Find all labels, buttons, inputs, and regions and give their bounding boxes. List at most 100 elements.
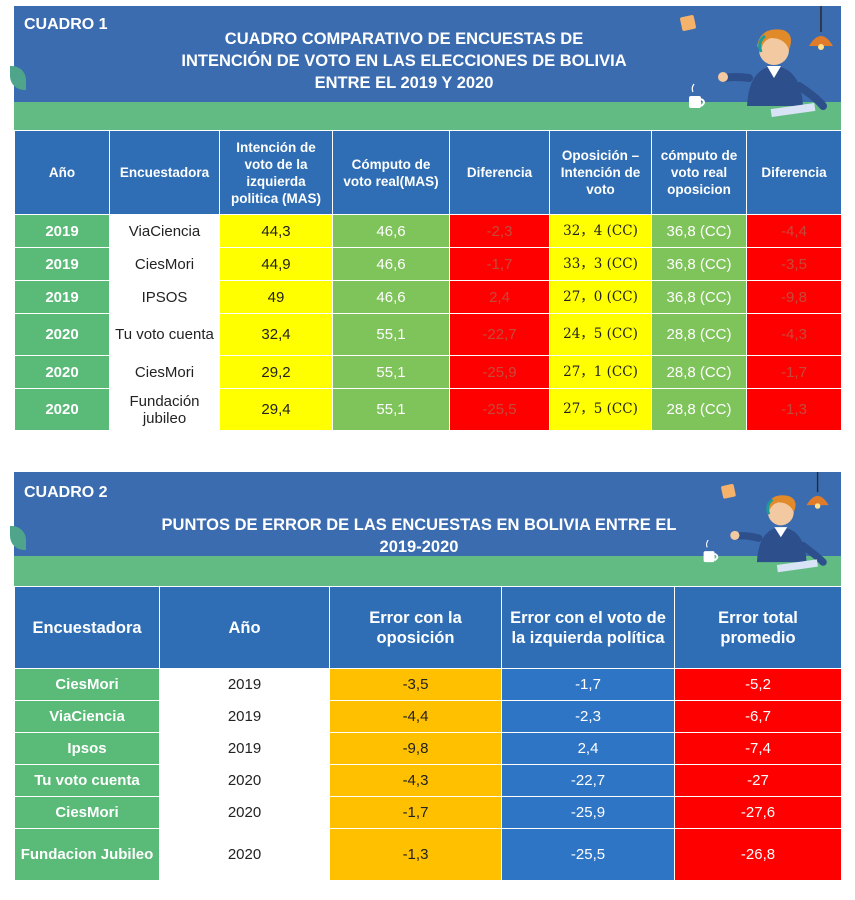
column-header: Diferencia (746, 130, 842, 215)
year-cell: 2019 (14, 247, 110, 281)
pollster-cell: CiesMori (14, 796, 160, 829)
opposition-real-cell: 36,8 (CC) (651, 247, 747, 281)
cuadro-1-title-line: INTENCIÓN DE VOTO EN LAS ELECCIONES DE B… (181, 52, 627, 70)
cuadro-1-title: CUADRO COMPARATIVO DE ENCUESTAS DE INTEN… (124, 28, 684, 94)
left-error-cell: -25,5 (501, 828, 675, 881)
mas-real-cell: 55,1 (332, 388, 450, 431)
difference-cell: -1,7 (449, 247, 550, 281)
column-header: Intención de voto de la izquierda politi… (219, 130, 333, 215)
year-cell: 2020 (159, 796, 330, 829)
table-row: Fundacion Jubileo 2020 -1,3 -25,5 -26,8 (14, 828, 842, 881)
opposition-difference-cell: -4,3 (746, 313, 842, 356)
table-row: 2019 ViaCiencia 44,3 46,6 -2,3 32，4 (CC)… (14, 214, 842, 248)
left-error-cell: 2,4 (501, 732, 675, 765)
opposition-real-cell: 36,8 (CC) (651, 214, 747, 248)
cuadro-2-banner-stripe (14, 556, 841, 586)
table-row: Tu voto cuenta 2020 -4,3 -22,7 -27 (14, 764, 842, 797)
table-row: 2019 CiesMori 44,9 46,6 -1,7 33，3 (CC) 3… (14, 247, 842, 281)
left-error-cell: -2,3 (501, 700, 675, 733)
cuadro-2-title: PUNTOS DE ERROR DE LAS ENCUESTAS EN BOLI… (114, 514, 724, 558)
year-cell: 2019 (14, 214, 110, 248)
mas-real-cell: 46,6 (332, 280, 450, 314)
table-row: Ipsos 2019 -9,8 2,4 -7,4 (14, 732, 842, 765)
column-header: Error total promedio (674, 586, 842, 669)
opposition-difference-cell: -3,5 (746, 247, 842, 281)
opposition-difference-cell: -1,7 (746, 355, 842, 389)
coffee-cup-icon (703, 539, 719, 563)
column-header: Año (14, 130, 110, 215)
pollster-cell: ViaCiencia (109, 214, 220, 248)
pendant-lamp-icon (809, 6, 833, 50)
column-header: Encuestadora (14, 586, 160, 669)
left-error-cell: -25,9 (501, 796, 675, 829)
cuadro-2-banner (14, 472, 841, 556)
opposition-real-cell: 28,8 (CC) (651, 355, 747, 389)
person-at-desk-illustration (680, 6, 833, 118)
pollster-cell: Tu voto cuenta (14, 764, 160, 797)
opposition-error-cell: -3,5 (329, 668, 502, 701)
opposition-intention-cell: 27，1 (CC) (549, 355, 652, 389)
pollster-cell: Tu voto cuenta (109, 313, 220, 356)
left-error-cell: -1,7 (501, 668, 675, 701)
opposition-intention-cell: 33，3 (CC) (549, 247, 652, 281)
opposition-error-cell: -4,3 (329, 764, 502, 797)
total-error-cell: -27,6 (674, 796, 842, 829)
total-error-cell: -26,8 (674, 828, 842, 881)
column-header: Cómputo de voto real(MAS) (332, 130, 450, 215)
column-header: Error con el voto de la izquierda políti… (501, 586, 675, 669)
year-cell: 2019 (14, 280, 110, 314)
opposition-error-cell: -1,3 (329, 828, 502, 881)
opposition-error-cell: -1,7 (329, 796, 502, 829)
mas-intention-cell: 32,4 (219, 313, 333, 356)
column-header: Diferencia (449, 130, 550, 215)
mas-real-cell: 46,6 (332, 247, 450, 281)
pollster-cell: ViaCiencia (14, 700, 160, 733)
coffee-cup-icon (689, 83, 705, 108)
opposition-difference-cell: -1,3 (746, 388, 842, 431)
table-row: 2020 Fundación jubileo 29,4 55,1 -25,5 2… (14, 388, 842, 431)
pollster-cell: CiesMori (109, 355, 220, 389)
difference-cell: -22,7 (449, 313, 550, 356)
pollster-cell: CiesMori (14, 668, 160, 701)
total-error-cell: -5,2 (674, 668, 842, 701)
leaf-decoration-icon (10, 526, 26, 550)
cuadro-1-label: CUADRO 1 (24, 16, 108, 33)
difference-cell: -25,5 (449, 388, 550, 431)
opposition-intention-cell: 32，4 (CC) (549, 214, 652, 248)
year-cell: 2019 (159, 700, 330, 733)
difference-cell: -25,9 (449, 355, 550, 389)
person-at-desk-illustration (703, 472, 829, 573)
cuadro-2-table: Encuestadora Año Error con la oposición … (14, 586, 842, 881)
opposition-intention-cell: 27，0 (CC) (549, 280, 652, 314)
year-cell: 2019 (159, 732, 330, 765)
cuadro-1-panel: CUADRO 1 CUADRO COMPARATIVO DE ENCUESTAS… (10, 6, 842, 438)
opposition-error-cell: -4,4 (329, 700, 502, 733)
table-row: CiesMori 2020 -1,7 -25,9 -27,6 (14, 796, 842, 829)
pollster-cell: Fundacion Jubileo (14, 828, 160, 881)
total-error-cell: -27 (674, 764, 842, 797)
opposition-intention-cell: 24，5 (CC) (549, 313, 652, 356)
column-header: cómputo de voto real oposicion (651, 130, 747, 215)
opposition-intention-cell: 27，5 (CC) (549, 388, 652, 431)
year-cell: 2020 (159, 828, 330, 881)
column-header: Error con la oposición (329, 586, 502, 669)
year-cell: 2020 (14, 388, 110, 431)
table-row: 2020 Tu voto cuenta 32,4 55,1 -22,7 24，5… (14, 313, 842, 356)
mas-intention-cell: 29,2 (219, 355, 333, 389)
table-header-row: Encuestadora Año Error con la oposición … (14, 586, 842, 669)
pendant-lamp-icon (806, 472, 829, 509)
opposition-real-cell: 36,8 (CC) (651, 280, 747, 314)
mas-intention-cell: 49 (219, 280, 333, 314)
table-header-row: Año Encuestadora Intención de voto de la… (14, 130, 842, 215)
difference-cell: 2,4 (449, 280, 550, 314)
left-error-cell: -22,7 (501, 764, 675, 797)
leaf-decoration-icon (10, 66, 26, 90)
year-cell: 2020 (159, 764, 330, 797)
opposition-error-cell: -9,8 (329, 732, 502, 765)
cuadro-2-title-line: 2019-2020 (379, 538, 459, 556)
cuadro-2-title-line: PUNTOS DE ERROR DE LAS ENCUESTAS EN BOLI… (161, 516, 677, 534)
column-header: Encuestadora (109, 130, 220, 215)
table-row: 2020 CiesMori 29,2 55,1 -25,9 27，1 (CC) … (14, 355, 842, 389)
mas-real-cell: 55,1 (332, 355, 450, 389)
total-error-cell: -7,4 (674, 732, 842, 765)
